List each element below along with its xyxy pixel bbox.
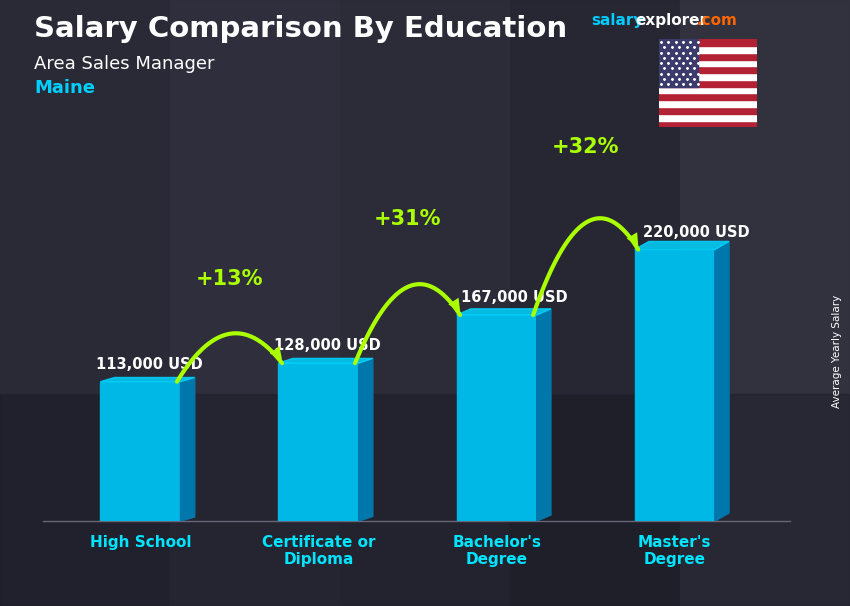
Bar <box>659 107 756 114</box>
Text: explorer: explorer <box>636 13 708 28</box>
Bar <box>170 0 340 606</box>
Bar <box>659 39 698 87</box>
Polygon shape <box>359 358 373 521</box>
Bar <box>0 394 850 606</box>
Polygon shape <box>635 241 729 250</box>
Polygon shape <box>180 378 195 521</box>
Polygon shape <box>100 378 195 382</box>
Text: Salary Comparison By Education: Salary Comparison By Education <box>34 15 567 43</box>
Bar <box>659 73 756 80</box>
Bar <box>659 80 756 87</box>
Polygon shape <box>456 309 551 315</box>
Bar <box>659 53 756 59</box>
Bar <box>0 0 170 606</box>
Polygon shape <box>635 250 715 521</box>
Bar <box>659 121 756 127</box>
Polygon shape <box>536 309 551 521</box>
Bar <box>659 93 756 100</box>
Bar <box>340 0 510 606</box>
Polygon shape <box>456 315 536 521</box>
Text: +13%: +13% <box>196 269 264 289</box>
Text: 220,000 USD: 220,000 USD <box>643 225 750 240</box>
Text: .com: .com <box>697 13 738 28</box>
Text: +32%: +32% <box>552 137 620 157</box>
Text: Average Yearly Salary: Average Yearly Salary <box>832 295 842 408</box>
Bar <box>510 0 680 606</box>
Bar <box>680 0 850 606</box>
Text: Maine: Maine <box>34 79 95 97</box>
Polygon shape <box>715 241 729 521</box>
Bar <box>659 67 756 73</box>
Bar <box>659 87 756 93</box>
Text: +31%: +31% <box>374 208 441 228</box>
Text: 167,000 USD: 167,000 USD <box>461 290 568 305</box>
Bar <box>659 39 756 46</box>
Bar <box>0 0 850 394</box>
Text: 113,000 USD: 113,000 USD <box>96 357 202 372</box>
Polygon shape <box>279 363 359 521</box>
Text: Area Sales Manager: Area Sales Manager <box>34 55 214 73</box>
Polygon shape <box>279 358 373 363</box>
Polygon shape <box>100 382 180 521</box>
Text: 128,000 USD: 128,000 USD <box>274 338 381 353</box>
Bar <box>659 59 756 67</box>
Text: salary: salary <box>591 13 643 28</box>
Bar <box>659 114 756 121</box>
Bar <box>659 46 756 53</box>
Bar <box>659 100 756 107</box>
